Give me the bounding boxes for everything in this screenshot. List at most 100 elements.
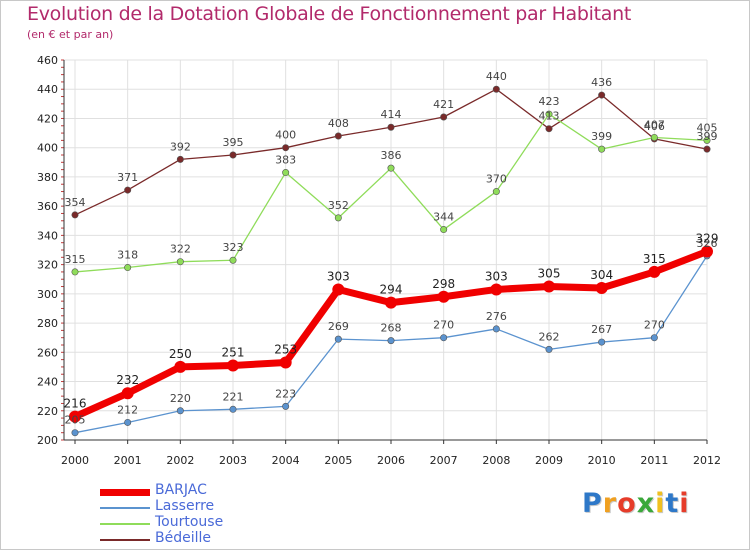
x-tick-label: 2006 [377, 454, 405, 467]
data-point-lasserre [229, 405, 237, 413]
data-point-tourtouse [545, 110, 553, 118]
data-point-tourtouse [176, 258, 184, 266]
data-label-bedeille: 413 [539, 110, 560, 123]
legend-swatch-tourtouse [100, 523, 150, 525]
data-label-tourtouse: 386 [381, 149, 402, 162]
logo-letter: x [636, 488, 656, 519]
data-point-barjac [490, 283, 503, 296]
data-label-tourtouse: 405 [697, 121, 718, 134]
y-tick-label: 360 [37, 200, 58, 213]
data-label-lasserre: 270 [433, 319, 454, 332]
axes: 200 220 240 260 280 300 320 340 360 380 400 420 440 4… [37, 54, 721, 467]
data-point-bedeille [124, 186, 132, 194]
legend-label-barjac: BARJAC [155, 482, 207, 498]
logo-letter: t [665, 488, 680, 519]
data-point-tourtouse [703, 136, 711, 144]
data-label-lasserre: 267 [591, 323, 612, 336]
y-tick-label: 260 [37, 346, 58, 359]
data-label-barjac: 250 [169, 347, 192, 361]
series-lines [69, 85, 713, 437]
y-tick-label: 460 [37, 54, 58, 67]
data-label-barjac: 303 [485, 269, 508, 283]
y-tick-label: 200 [37, 434, 58, 447]
logo-letter: P [582, 488, 603, 519]
data-label-bedeille: 436 [591, 76, 612, 89]
data-point-bedeille [598, 91, 606, 99]
data-label-lasserre: 269 [328, 320, 349, 333]
data-label-tourtouse: 318 [117, 249, 138, 262]
data-point-tourtouse [598, 145, 606, 153]
x-tick-label: 2010 [588, 454, 616, 467]
y-tick-label: 440 [37, 83, 58, 96]
data-point-tourtouse [71, 268, 79, 276]
data-point-lasserre [334, 335, 342, 343]
data-label-bedeille: 399 [697, 130, 718, 143]
data-label-barjac: 303 [327, 269, 350, 283]
data-label-lasserre: 262 [539, 330, 560, 343]
data-point-barjac [437, 290, 450, 303]
data-label-bedeille: 406 [644, 120, 665, 133]
data-point-tourtouse [124, 264, 132, 272]
data-point-tourtouse [387, 164, 395, 172]
data-label-tourtouse: 399 [591, 130, 612, 143]
y-tick-label: 400 [37, 142, 58, 155]
y-tick-label: 240 [37, 376, 58, 389]
data-point-barjac [332, 283, 345, 296]
data-label-tourtouse: 407 [644, 118, 665, 131]
x-tick-label: 2008 [482, 454, 510, 467]
data-label-barjac: 232 [116, 373, 139, 387]
data-label-bedeille: 392 [170, 140, 191, 153]
legend-label-tourtouse: Tourtouse [155, 514, 224, 530]
data-point-barjac [227, 359, 239, 372]
legend-label-bedeille: Bédeille [155, 530, 211, 546]
data-label-tourtouse: 323 [223, 241, 244, 254]
data-point-lasserre [176, 407, 184, 415]
data-label-barjac: 251 [222, 345, 245, 359]
data-point-barjac [69, 410, 81, 423]
data-point-bedeille [387, 123, 395, 131]
data-label-tourtouse: 370 [486, 173, 507, 186]
data-label-barjac: 315 [643, 252, 666, 266]
data-label-lasserre: 326 [697, 237, 718, 250]
data-label-lasserre: 276 [486, 310, 507, 323]
data-point-lasserre [71, 429, 79, 437]
data-point-tourtouse [229, 256, 237, 264]
x-tick-label: 2001 [114, 454, 142, 467]
data-point-bedeille [282, 144, 290, 152]
data-label-bedeille: 440 [486, 70, 507, 83]
data-point-lasserre [440, 334, 448, 342]
chart-title: Evolution de la Dotation Globale de Fonc… [27, 3, 632, 25]
data-point-barjac [279, 356, 292, 369]
data-point-lasserre [387, 337, 395, 345]
data-label-barjac: 298 [432, 277, 455, 291]
logo-letter: o [617, 488, 637, 519]
legend: BARJAC Lasserre Tourtouse Bédeille [100, 482, 360, 548]
data-label-lasserre: 220 [170, 392, 191, 405]
data-label-lasserre: 221 [223, 390, 244, 403]
data-point-bedeille [176, 155, 184, 163]
data-point-tourtouse [334, 214, 342, 222]
data-label-lasserre: 223 [275, 387, 296, 400]
legend-label-lasserre: Lasserre [155, 498, 215, 514]
x-tick-label: 2000 [61, 454, 89, 467]
logo-letter: i [679, 488, 690, 519]
chart-subtitle: (en € et par an) [27, 28, 114, 41]
x-tick-label: 2002 [166, 454, 194, 467]
data-label-barjac: 304 [590, 268, 613, 282]
data-label-bedeille: 408 [328, 117, 349, 130]
y-tick-label: 340 [37, 229, 58, 242]
data-label-bedeille: 354 [65, 196, 86, 209]
data-label-tourtouse: 352 [328, 199, 349, 212]
y-tick-label: 220 [37, 405, 58, 418]
data-point-lasserre [124, 418, 132, 426]
data-labels: 354 371 392 395 400 408 414 421 440 413 436 406 399 3… [64, 70, 719, 426]
data-label-barjac: 305 [538, 267, 561, 281]
legend-item-bedeille: Bédeille [100, 530, 360, 548]
data-label-bedeille: 414 [381, 108, 402, 121]
data-point-barjac [648, 265, 661, 278]
legend-item-barjac: BARJAC [100, 482, 360, 500]
data-label-tourtouse: 315 [65, 253, 86, 266]
y-tick-label: 380 [37, 171, 58, 184]
data-point-barjac [385, 296, 397, 309]
data-label-barjac: 216 [64, 397, 87, 411]
